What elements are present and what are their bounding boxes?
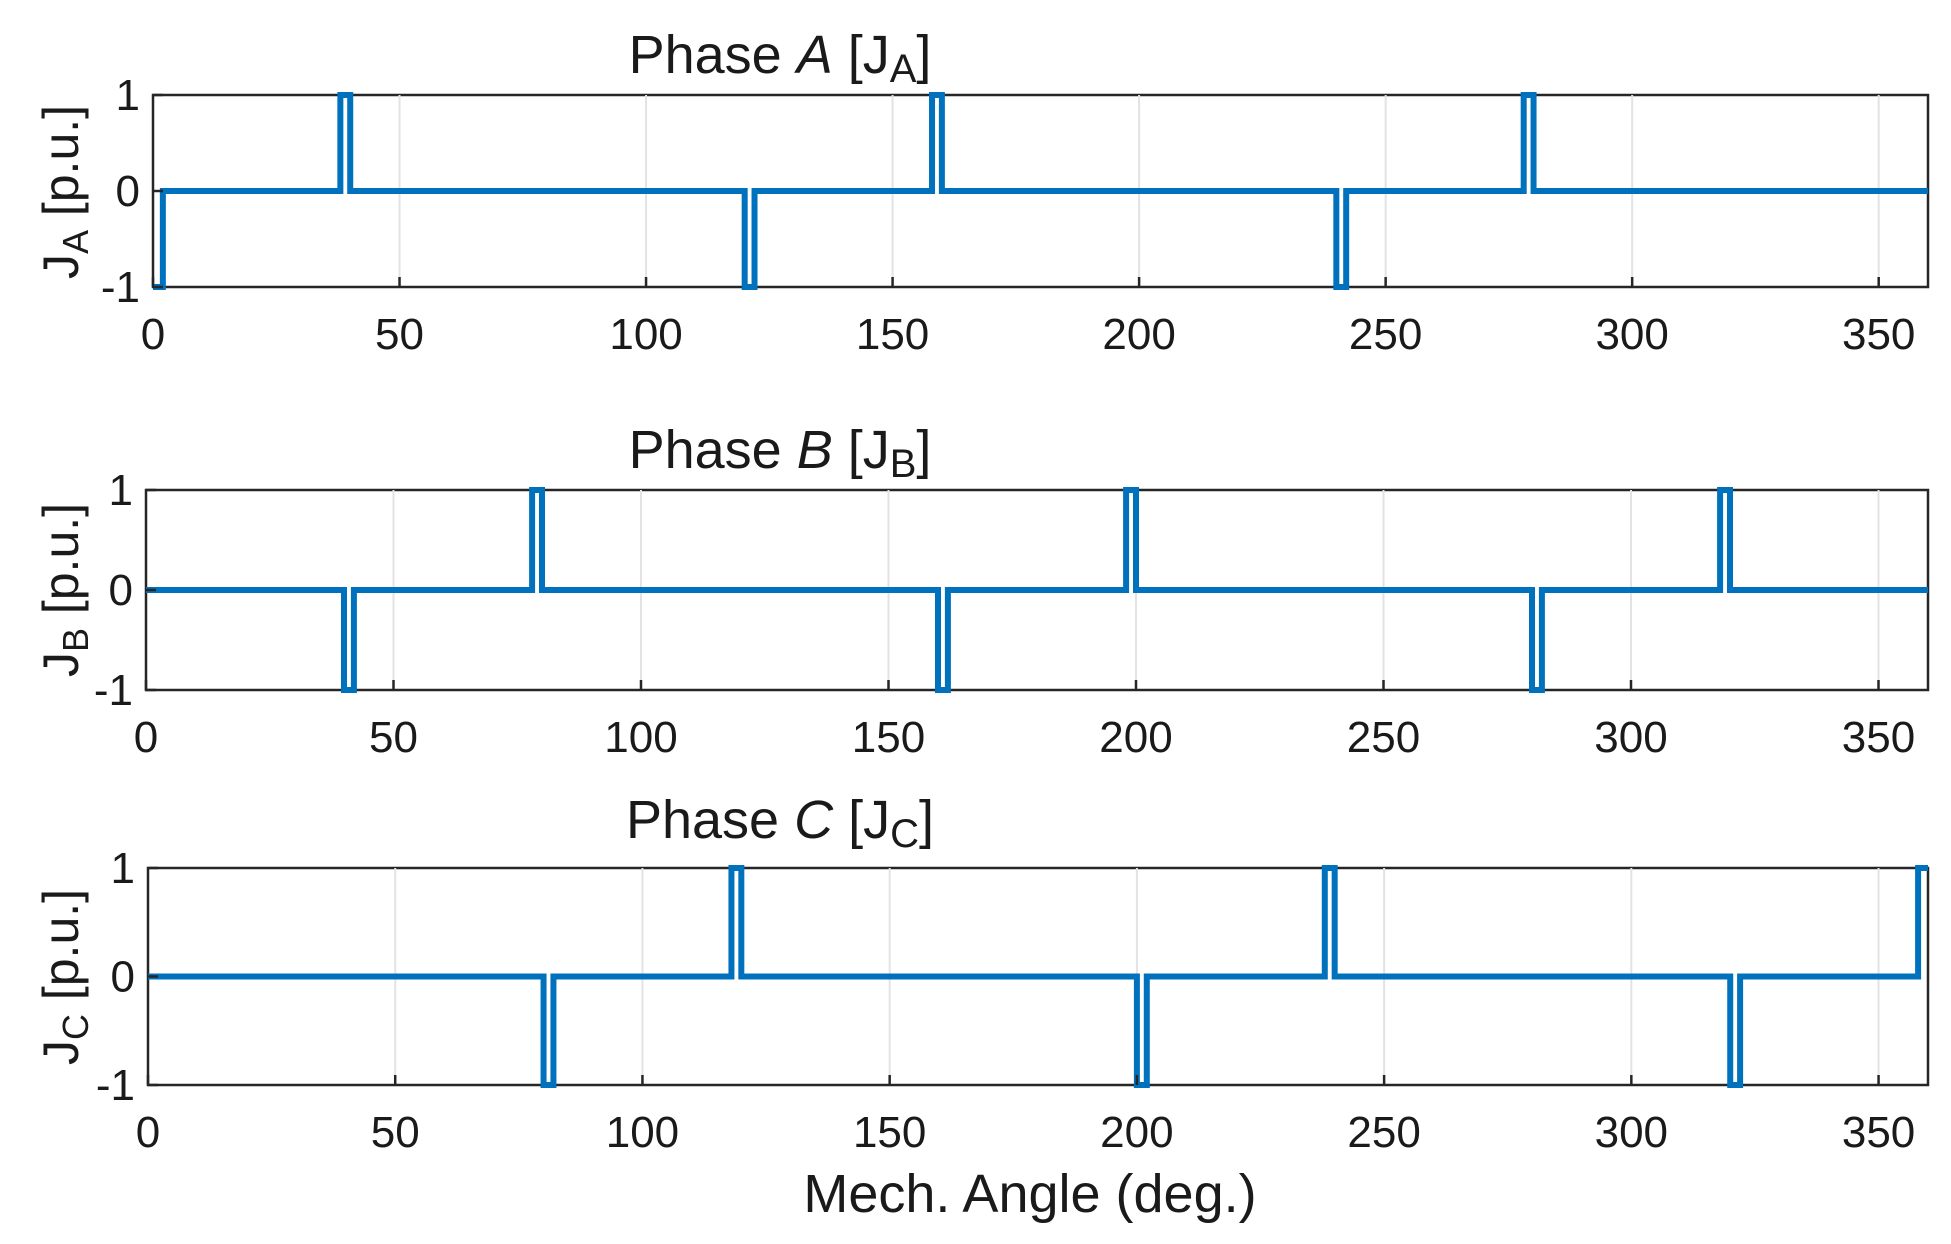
- x-tick-label: 0: [141, 310, 165, 359]
- x-tick-labels-phase-c: 0 50 100 150 200 250 300 350: [136, 1108, 1916, 1157]
- x-tick-label: 300: [1594, 713, 1667, 762]
- x-tick-label: 250: [1347, 1108, 1420, 1157]
- tick-marks-phase-a: [151, 93, 1880, 289]
- y-tick-label: -1: [94, 666, 133, 715]
- x-tick-label: 0: [136, 1108, 160, 1157]
- series-layer-phase-c: [148, 865, 1928, 1088]
- y-tick-label: 0: [111, 953, 135, 1002]
- x-tick-label: 250: [1349, 310, 1422, 359]
- x-tick-label: 200: [1100, 1108, 1173, 1157]
- y-tick-label: 1: [111, 844, 135, 893]
- y-axis-label-phase-c: JC [p.u.]: [33, 889, 96, 1065]
- y-tick-labels-phase-c: -1 0 1: [96, 844, 135, 1110]
- subplot-phase-a: Phase A [JA] JA [p.u.] 0 50 100 150 200 …: [33, 25, 1930, 359]
- series-layer-phase-b: [146, 487, 1928, 693]
- y-tick-labels-phase-b: -1 0 1: [94, 466, 133, 715]
- x-tick-label: 100: [604, 713, 677, 762]
- x-tick-labels-phase-b: 0 50 100 150 200 250 300 350: [134, 713, 1915, 762]
- subplot-phase-c: Phase C [JC] JC [p.u.] 0 50 100 150 200 …: [33, 790, 1930, 1224]
- x-tick-label: 350: [1842, 310, 1915, 359]
- series-line-phase-c: [148, 865, 1928, 1088]
- series-line-phase-a: [153, 92, 1928, 290]
- x-tick-label: 100: [609, 310, 682, 359]
- series-layer-phase-a: [153, 92, 1928, 290]
- x-tick-label: 350: [1842, 713, 1915, 762]
- x-tick-labels-phase-a: 0 50 100 150 200 250 300 350: [141, 310, 1916, 359]
- subplot-title-phase-b: Phase B [JB]: [629, 420, 932, 486]
- x-tick-label: 150: [853, 1108, 926, 1157]
- x-tick-label: 300: [1595, 1108, 1668, 1157]
- x-tick-label: 50: [371, 1108, 420, 1157]
- subplot-phase-b: Phase B [JB] JB [p.u.] 0 50 100 150 200 …: [33, 420, 1930, 762]
- y-axis-label-phase-b: JB [p.u.]: [33, 503, 96, 677]
- x-tick-label: 100: [606, 1108, 679, 1157]
- subplot-title-phase-a: Phase A [JA]: [629, 25, 932, 91]
- y-tick-label: -1: [96, 1061, 135, 1110]
- x-tick-label: 350: [1842, 1108, 1915, 1157]
- x-tick-label: 50: [369, 713, 418, 762]
- x-tick-label: 200: [1102, 310, 1175, 359]
- x-tick-label: 50: [375, 310, 424, 359]
- x-tick-label: 150: [856, 310, 929, 359]
- x-tick-label: 150: [852, 713, 925, 762]
- y-axis-label-phase-a: JA [p.u.]: [33, 105, 96, 279]
- x-axis-label: Mech. Angle (deg.): [803, 1164, 1256, 1224]
- y-tick-label: 0: [116, 167, 140, 216]
- y-tick-labels-phase-a: -1 0 1: [101, 71, 140, 312]
- x-tick-label: 300: [1595, 310, 1668, 359]
- subplot-title-phase-c: Phase C [JC]: [626, 790, 934, 856]
- tick-marks-phase-b: [144, 488, 1880, 692]
- tick-marks-phase-c: [146, 866, 1880, 1087]
- y-tick-label: -1: [101, 263, 140, 312]
- y-tick-label: 0: [109, 566, 133, 615]
- x-tick-label: 250: [1347, 713, 1420, 762]
- y-tick-label: 1: [116, 71, 140, 120]
- x-tick-label: 200: [1099, 713, 1172, 762]
- series-line-phase-b: [146, 487, 1928, 693]
- x-tick-label: 0: [134, 713, 158, 762]
- y-tick-label: 1: [109, 466, 133, 515]
